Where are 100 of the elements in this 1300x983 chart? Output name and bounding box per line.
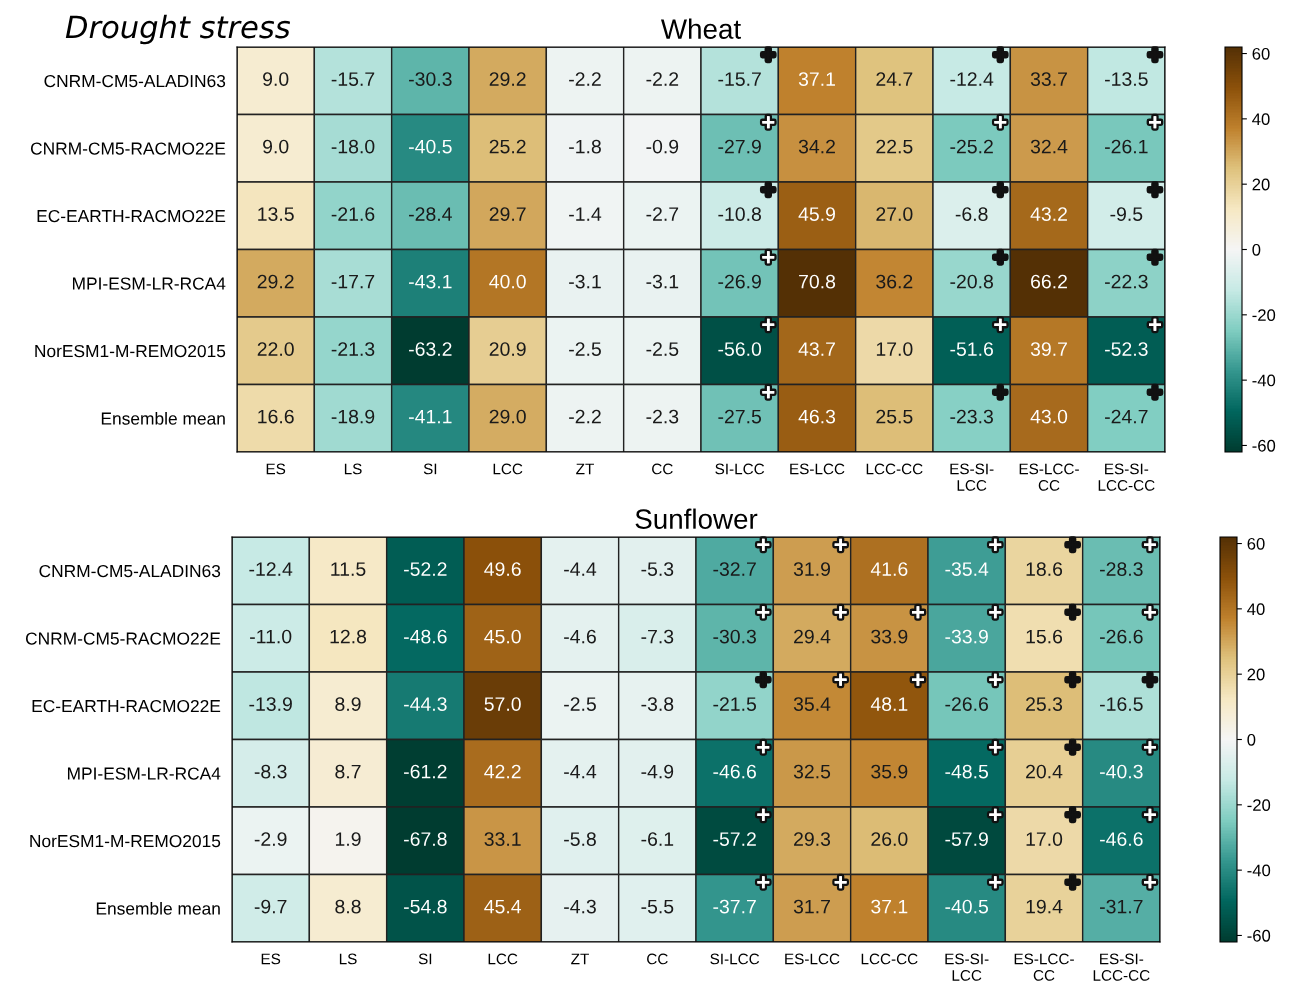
data-label: -16.5 +: [1100, 673, 1156, 711]
data-label: 37.1: [871, 899, 908, 914]
data-label: -43.1: [409, 274, 452, 289]
data-label: -1.4: [569, 207, 602, 221]
data-label: -52.2: [404, 562, 447, 576]
data-label: -5.8: [564, 832, 596, 846]
x-tick-label: LS: [339, 953, 357, 965]
data-label: -7.3: [641, 629, 674, 644]
data-label: 39.7: [1030, 342, 1067, 356]
data-label: -12.4: [249, 562, 293, 576]
data-label: 41.6: [870, 562, 908, 576]
data-label: 31.9 +: [793, 538, 847, 576]
data-label: -3.8: [641, 697, 674, 711]
x-tick-label: ES: [266, 463, 286, 475]
data-label: 25.3 +: [1026, 673, 1079, 711]
color-bar-label: -40: [1247, 864, 1271, 877]
x-tick-label: LCC: [493, 463, 523, 475]
color-bar-label: 0: [1247, 733, 1256, 746]
data-label: -11.0: [250, 629, 292, 644]
data-label: 42.2: [484, 764, 521, 779]
data-label: -2.9: [254, 832, 287, 846]
data-label: -4.4: [564, 562, 597, 576]
data-label: -2.7: [646, 207, 679, 221]
data-label: -1.8: [569, 139, 601, 154]
data-label: -24.7 +: [1105, 386, 1161, 424]
chart-title: Wheat: [660, 18, 741, 39]
x-tick-label: ES-SI- LCC-CC: [1093, 953, 1150, 981]
data-label: 43.0: [1030, 409, 1068, 424]
color-bar-label: 20: [1252, 178, 1270, 191]
data-label: 1.9: [335, 832, 361, 846]
data-label: -32.7 +: [713, 538, 770, 576]
data-label: -26.6 +: [1100, 606, 1156, 644]
color-bar-label: 40: [1247, 603, 1265, 616]
data-label: -63.2: [409, 342, 452, 356]
data-label: 29.3: [794, 832, 831, 846]
y-tick-label: NorESM1-M-REMO2015: [30, 834, 221, 848]
x-tick-label: ES-LCC- CC: [1019, 463, 1079, 491]
data-label: -4.4: [564, 764, 597, 779]
data-label: 43.7: [798, 342, 835, 356]
data-label: -40.5 +: [945, 876, 1002, 914]
data-label: 9.0: [263, 139, 289, 154]
data-label: 27.0: [876, 207, 913, 221]
data-label: 25.5: [876, 409, 913, 424]
data-label: -2.2: [569, 72, 601, 86]
data-label: -13.9: [249, 697, 292, 711]
data-label: -17.7: [331, 274, 375, 289]
data-label: 32.4: [1030, 139, 1068, 154]
data-label: -27.5 +: [718, 386, 775, 424]
color-bar-label: -40: [1252, 374, 1276, 387]
data-label: 45.0: [484, 629, 521, 644]
x-tick-label: LS: [344, 463, 362, 475]
data-label: 22.0: [257, 342, 294, 356]
data-label: 70.8: [799, 274, 836, 289]
data-label: -10.8 +: [718, 183, 775, 221]
data-label: -57.2 +: [713, 808, 770, 846]
x-tick-label: ES-SI- LCC-CC: [1098, 463, 1155, 491]
data-label: -51.6 +: [950, 318, 1007, 356]
data-label: 25.2: [489, 139, 526, 154]
color-bar-label: 0: [1252, 243, 1261, 256]
x-tick-label: ES-LCC: [785, 953, 840, 965]
data-label: -54.8: [404, 899, 447, 914]
data-label: 36.2: [876, 274, 913, 289]
data-label: 13.5: [258, 207, 294, 221]
data-label: 29.4 +: [794, 606, 847, 644]
x-tick-label: CC: [647, 953, 668, 965]
data-label: -48.5 +: [945, 741, 1002, 779]
data-label: 40.0: [489, 274, 526, 289]
data-label: -20.8 +: [950, 251, 1007, 289]
x-tick-label: LCC-CC: [861, 953, 918, 965]
data-label: -61.2: [404, 764, 447, 779]
data-label: 35.9: [871, 764, 908, 779]
y-tick-label: EC-EARTH-RACMO22E: [37, 209, 226, 223]
y-tick-label: Ensemble mean: [96, 901, 220, 915]
data-label: -31.7 +: [1100, 876, 1156, 914]
x-tick-label: ES-SI- LCC: [950, 463, 994, 491]
data-label: 33.9 +: [871, 606, 924, 644]
color-bar-label: -20: [1252, 309, 1276, 322]
x-tick-label: CC: [652, 463, 673, 475]
y-tick-label: Ensemble mean: [101, 411, 225, 425]
y-tick-label: NorESM1-M-REMO2015: [35, 344, 226, 358]
data-label: -30.3 +: [713, 606, 770, 644]
chart-title: Sunflower: [635, 508, 758, 529]
data-label: 26.0: [871, 832, 908, 846]
color-bar-label: 40: [1252, 113, 1270, 126]
data-label: -2.3: [646, 409, 679, 424]
data-label: -35.4 +: [945, 538, 1002, 576]
y-tick-label: CNRM-CM5-RACMO22E: [25, 632, 221, 645]
data-label: 29.2: [257, 274, 294, 289]
data-label: 32.5: [793, 764, 831, 779]
data-label: -28.4: [409, 207, 452, 221]
data-label: -56.0 +: [718, 318, 775, 356]
x-tick-label: SI-LCC: [710, 953, 760, 965]
color-bar-label: -60: [1247, 929, 1271, 942]
data-label: 33.7: [1030, 72, 1067, 86]
data-label: -18.0: [331, 139, 375, 154]
data-label: -0.9: [646, 139, 679, 154]
data-label: -2.5: [569, 342, 601, 356]
data-label: 34.2: [798, 139, 835, 154]
data-label: -26.1 +: [1105, 116, 1161, 154]
data-label: -26.9 +: [718, 251, 775, 289]
